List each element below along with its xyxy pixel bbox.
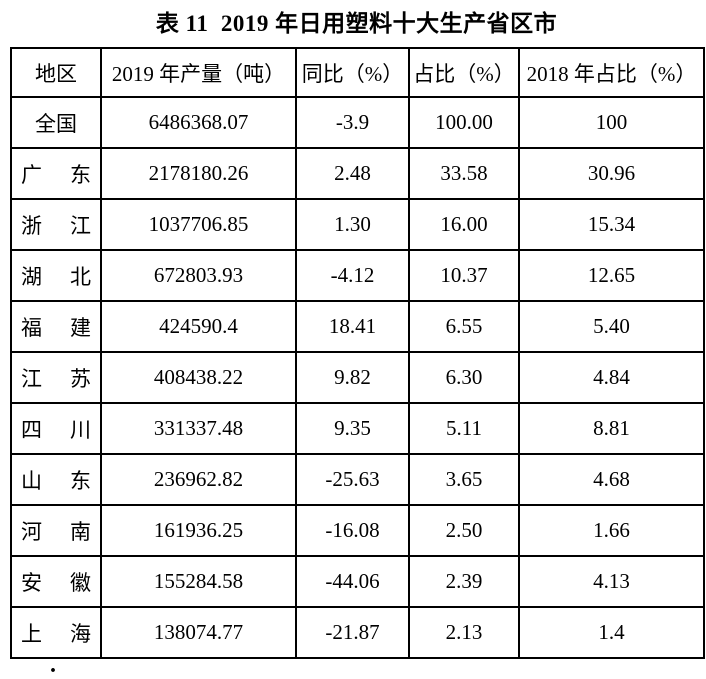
share-2018-cell: 4.13 [518,555,705,608]
share-cell: 6.55 [408,300,520,353]
production-cell: 408438.22 [100,351,297,404]
region-cell: 安徽 [10,555,102,608]
table-row: 四川 331337.48 9.35 5.11 8.81 [10,402,705,455]
table-row: 山东 236962.82 -25.63 3.65 4.68 [10,453,705,506]
share-2018-cell: 4.84 [518,351,705,404]
table-row: 全国 6486368.07 -3.9 100.00 100 [10,96,705,149]
share-cell: 5.11 [408,402,520,455]
yoy-cell: -3.9 [295,96,410,149]
region-cell: 广东 [10,147,102,200]
share-2018-cell: 1.66 [518,504,705,557]
region-cell: 山东 [10,453,102,506]
table-row: 福建 424590.4 18.41 6.55 5.40 [10,300,705,353]
production-cell: 331337.48 [100,402,297,455]
table-row: 江苏 408438.22 9.82 6.30 4.84 [10,351,705,404]
share-2018-cell: 12.65 [518,249,705,302]
share-cell: 33.58 [408,147,520,200]
production-cell: 672803.93 [100,249,297,302]
yoy-cell: -21.87 [295,606,410,659]
production-cell: 1037706.85 [100,198,297,251]
yoy-cell: 9.35 [295,402,410,455]
yoy-cell: 2.48 [295,147,410,200]
region-label: 河南 [21,519,91,544]
production-cell: 6486368.07 [100,96,297,149]
share-2018-cell: 15.34 [518,198,705,251]
region-cell: 四川 [10,402,102,455]
region-cell: 湖北 [10,249,102,302]
share-cell: 2.39 [408,555,520,608]
share-cell: 10.37 [408,249,520,302]
col-header-region: 地区 [10,47,102,98]
production-table: 地区 2019 年产量（吨） 同比（%） 占比（%） 2018 年占比（%） 全… [10,47,705,659]
region-cell: 福建 [10,300,102,353]
production-cell: 161936.25 [100,504,297,557]
region-cell: 河南 [10,504,102,557]
yoy-cell: 18.41 [295,300,410,353]
region-label: 山东 [21,468,91,493]
production-cell: 424590.4 [100,300,297,353]
region-label: 广东 [21,162,91,187]
region-cell: 全国 [10,96,102,149]
region-label: 四川 [21,417,91,442]
col-header-share: 占比（%） [408,47,520,98]
region-cell: 浙江 [10,198,102,251]
production-cell: 155284.58 [100,555,297,608]
col-header-production-2019: 2019 年产量（吨） [100,47,297,98]
yoy-cell: 1.30 [295,198,410,251]
table-row: 安徽 155284.58 -44.06 2.39 4.13 [10,555,705,608]
production-cell: 2178180.26 [100,147,297,200]
region-label: 江苏 [21,366,91,391]
region-label: 全国 [35,111,77,136]
share-cell: 100.00 [408,96,520,149]
col-header-yoy: 同比（%） [295,47,410,98]
production-cell: 236962.82 [100,453,297,506]
table-title: 表 11 2019 年日用塑料十大生产省区市 [155,11,558,36]
production-cell: 138074.77 [100,606,297,659]
region-cell: 上海 [10,606,102,659]
col-header-share-2018: 2018 年占比（%） [518,47,705,98]
stray-dot: . [50,652,56,678]
region-cell: 江苏 [10,351,102,404]
yoy-cell: -4.12 [295,249,410,302]
share-2018-cell: 1.4 [518,606,705,659]
table-row: 广东 2178180.26 2.48 33.58 30.96 [10,147,705,200]
share-2018-cell: 8.81 [518,402,705,455]
table-row: 上海 138074.77 -21.87 2.13 1.4 [10,606,705,659]
share-2018-cell: 100 [518,96,705,149]
table-row: 河南 161936.25 -16.08 2.50 1.66 [10,504,705,557]
region-label: 安徽 [21,570,91,595]
table-row: 浙江 1037706.85 1.30 16.00 15.34 [10,198,705,251]
region-label: 福建 [21,315,91,340]
share-cell: 16.00 [408,198,520,251]
region-label: 湖北 [21,264,91,289]
region-label: 上海 [21,621,91,646]
share-2018-cell: 4.68 [518,453,705,506]
share-cell: 2.13 [408,606,520,659]
region-label: 浙江 [21,213,91,238]
share-2018-cell: 30.96 [518,147,705,200]
header-row: 地区 2019 年产量（吨） 同比（%） 占比（%） 2018 年占比（%） [10,47,705,98]
share-cell: 6.30 [408,351,520,404]
yoy-cell: -25.63 [295,453,410,506]
table-row: 湖北 672803.93 -4.12 10.37 12.65 [10,249,705,302]
share-2018-cell: 5.40 [518,300,705,353]
share-cell: 2.50 [408,504,520,557]
share-cell: 3.65 [408,453,520,506]
yoy-cell: -44.06 [295,555,410,608]
yoy-cell: -16.08 [295,504,410,557]
yoy-cell: 9.82 [295,351,410,404]
